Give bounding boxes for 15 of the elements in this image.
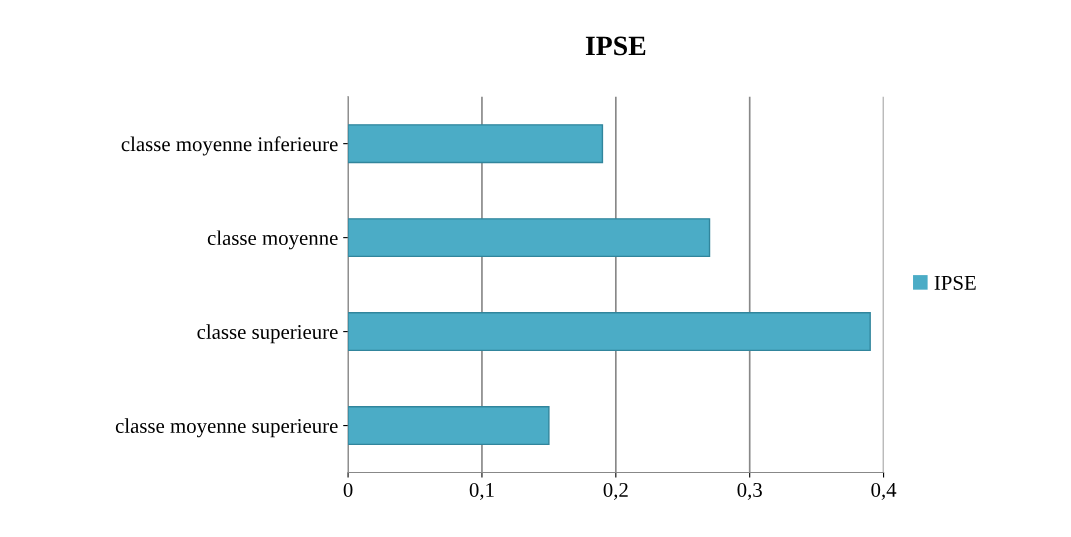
x-tick-label: 0,3 — [737, 482, 762, 500]
x-tick-label: 0,1 — [469, 482, 494, 500]
y-tick-label: classe moyenne inferieure — [121, 136, 338, 156]
x-tick-label: 0,4 — [871, 482, 897, 500]
bar — [348, 218, 711, 258]
y-tick-label: classe moyenne superieure — [115, 418, 338, 438]
chart-title: IPSE — [585, 36, 646, 56]
bar — [348, 124, 604, 164]
x-tick-label: 0 — [343, 482, 353, 497]
y-tick-label: classe moyenne — [207, 230, 338, 250]
y-tick-label: classe superieure — [197, 324, 338, 344]
bar — [348, 312, 871, 352]
legend-label: IPSE — [934, 275, 976, 290]
bar — [348, 406, 550, 446]
x-tick-label: 0,2 — [603, 482, 628, 500]
